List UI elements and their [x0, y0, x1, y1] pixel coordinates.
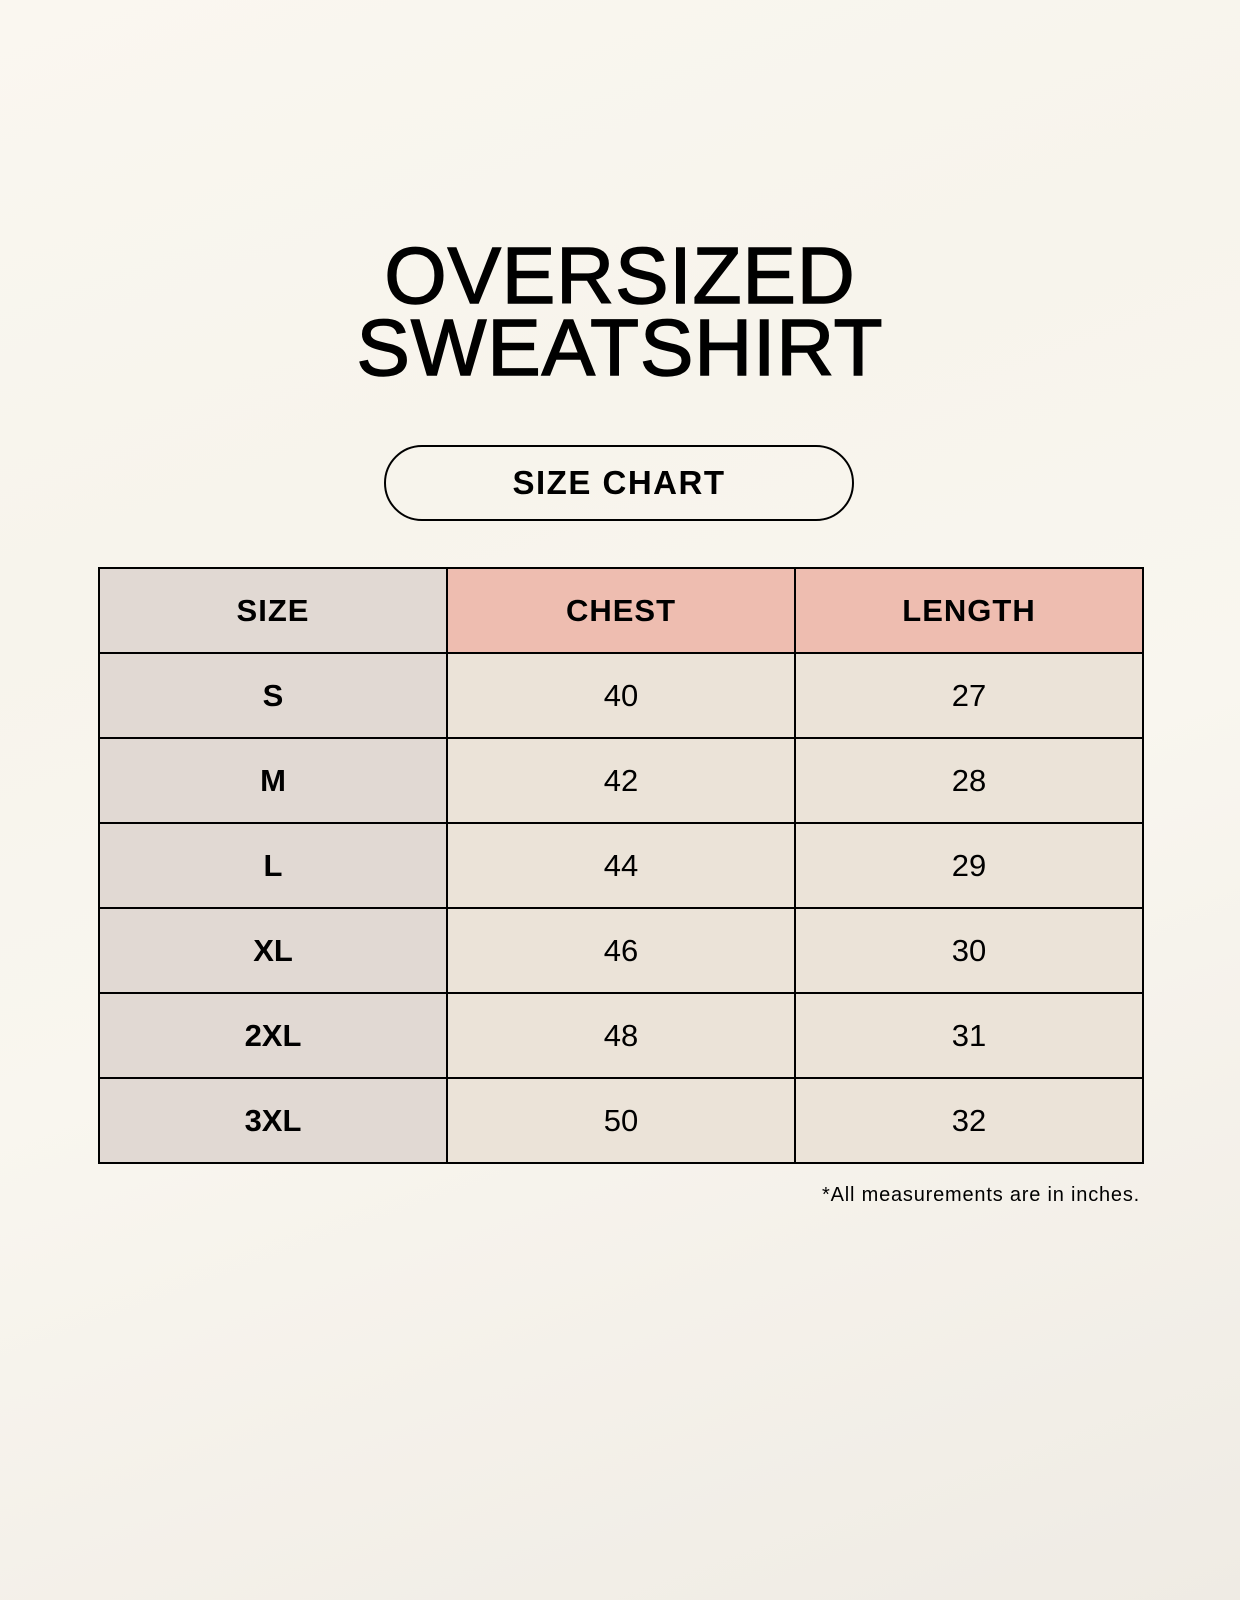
header-length: LENGTH: [794, 567, 1144, 654]
cell-chest: 40: [446, 652, 796, 739]
cell-size: 3XL: [98, 1077, 448, 1164]
cell-chest: 44: [446, 822, 796, 909]
cell-size: XL: [98, 907, 448, 994]
table-row: 2XL 48 31: [98, 992, 1144, 1079]
table-row: 3XL 50 32: [98, 1077, 1144, 1164]
header-chest: CHEST: [446, 567, 796, 654]
footnote: *All measurements are in inches.: [822, 1184, 1140, 1206]
table-row: M 42 28: [98, 737, 1144, 824]
cell-chest: 46: [446, 907, 796, 994]
cell-size: 2XL: [98, 992, 448, 1079]
cell-length: 29: [794, 822, 1144, 909]
table-row: L 44 29: [98, 822, 1144, 909]
size-chart-label: SIZE CHART: [384, 445, 854, 521]
cell-size: M: [98, 737, 448, 824]
page-title: OVERSIZED SWEATSHIRT: [0, 231, 1240, 392]
title-line-1: OVERSIZED: [384, 231, 856, 320]
cell-length: 31: [794, 992, 1144, 1079]
cell-size: S: [98, 652, 448, 739]
size-table: SIZE CHEST LENGTH S 40 27 M 42 28 L 44 29 XL 46 30 2…: [98, 567, 1144, 1164]
cell-chest: 42: [446, 737, 796, 824]
cell-chest: 50: [446, 1077, 796, 1164]
title-line-2: SWEATSHIRT: [356, 303, 884, 392]
cell-length: 27: [794, 652, 1144, 739]
cell-chest: 48: [446, 992, 796, 1079]
cell-length: 28: [794, 737, 1144, 824]
cell-size: L: [98, 822, 448, 909]
table-row: XL 46 30: [98, 907, 1144, 994]
cell-length: 32: [794, 1077, 1144, 1164]
table-row: S 40 27: [98, 652, 1144, 739]
cell-length: 30: [794, 907, 1144, 994]
header-size: SIZE: [98, 567, 448, 654]
table-header-row: SIZE CHEST LENGTH: [98, 567, 1144, 654]
